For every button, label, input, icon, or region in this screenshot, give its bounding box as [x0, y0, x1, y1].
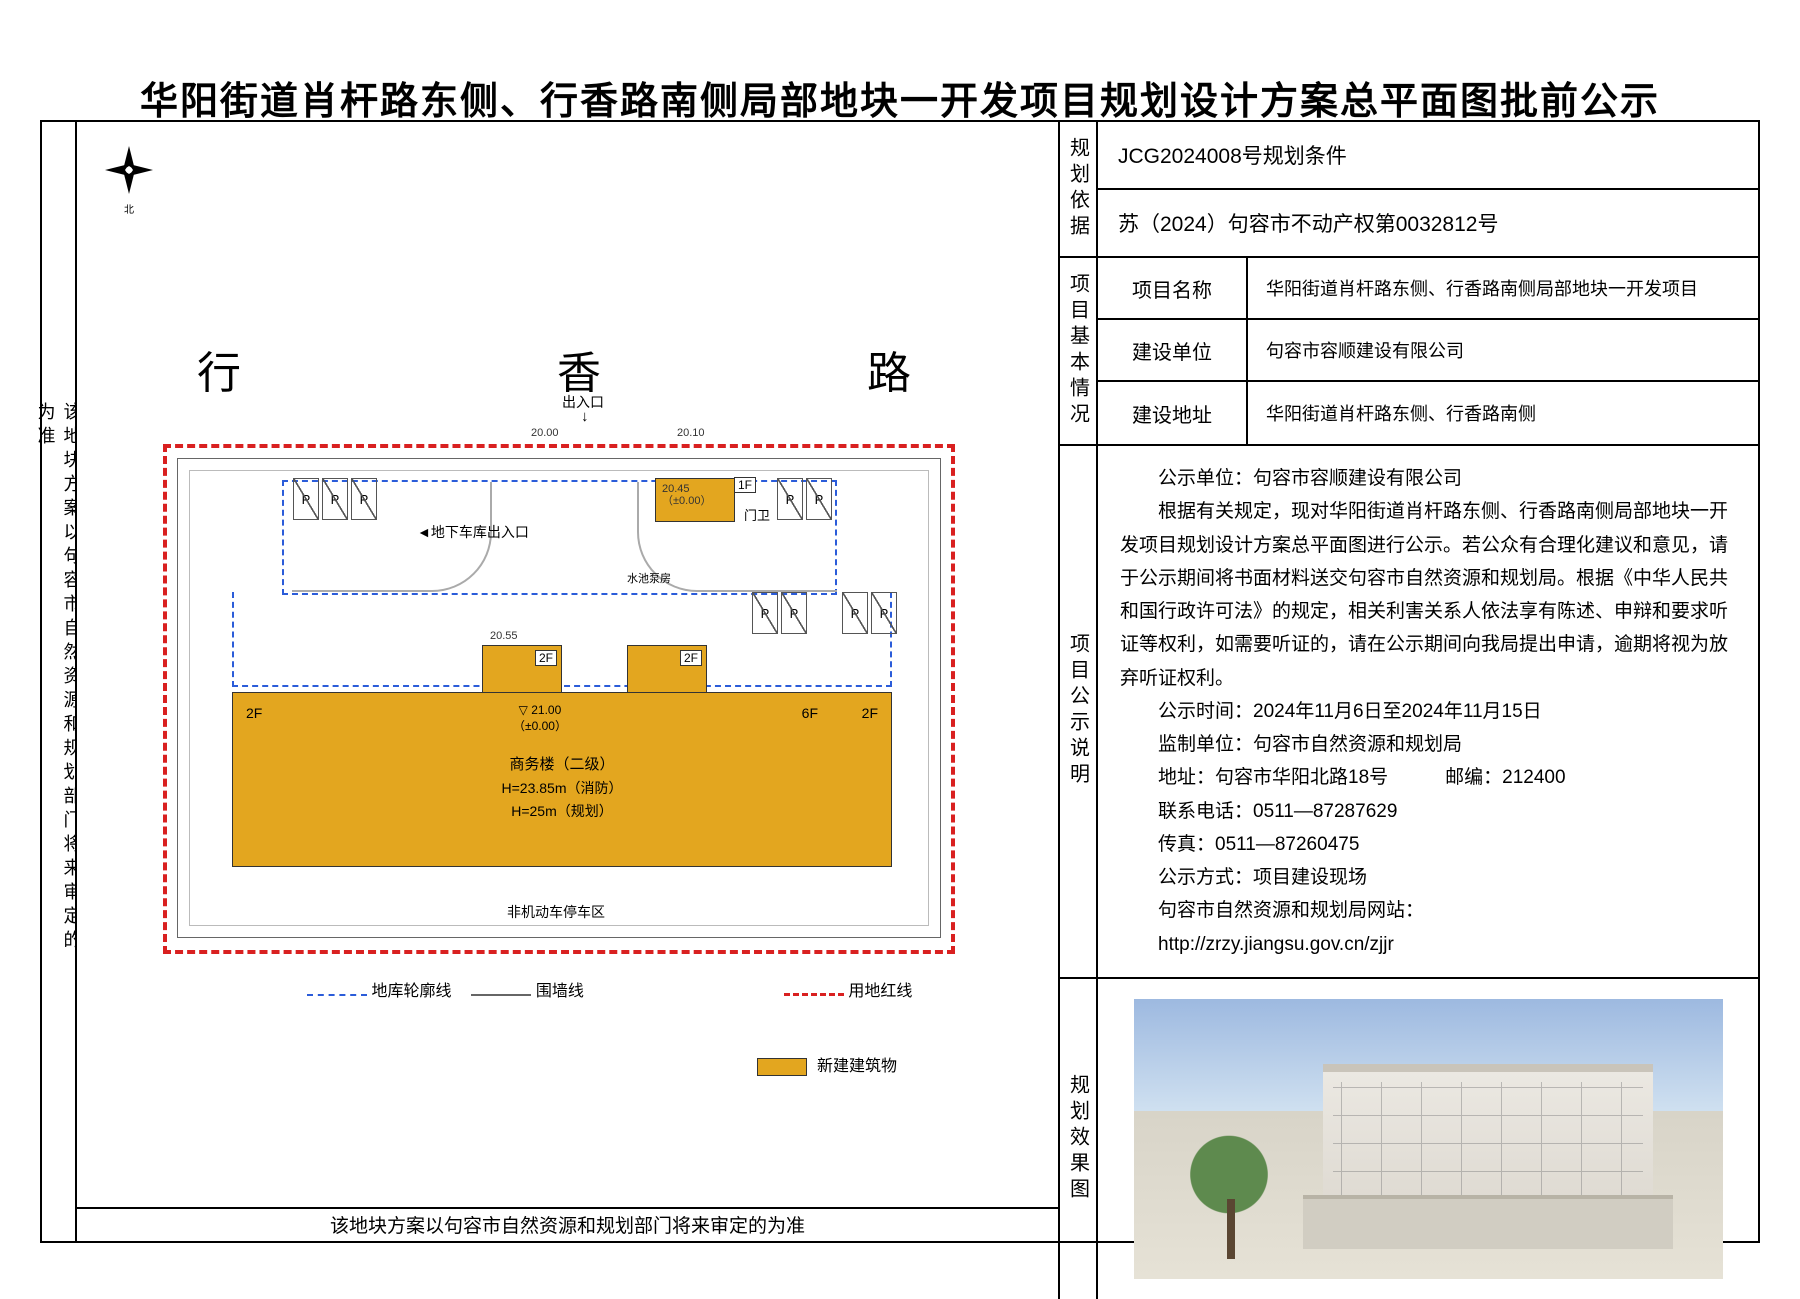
parking-slot: P — [871, 592, 897, 634]
parking-symbol: P — [786, 492, 795, 507]
render-image — [1134, 999, 1723, 1279]
panel-basis: 规划依据 JCG2024008号规划条件 苏（2024）句容市不动产权第0032… — [1058, 122, 1758, 258]
panel-render: 规划效果图 — [1058, 979, 1758, 1299]
floor-tag-2f: 2F — [535, 650, 557, 666]
parking-slot: P — [351, 478, 377, 520]
main-elev: ▽ 21.00 （±0.00） — [513, 703, 567, 734]
parking-slot: P — [781, 592, 807, 634]
parking-slot: P — [322, 478, 348, 520]
main-building-h-plan: H=25m（规划） — [233, 801, 891, 821]
main-building-name: 商务楼（二级） — [233, 753, 891, 774]
compass-icon: 北 — [101, 142, 157, 216]
render-label: 规划效果图 — [1058, 979, 1098, 1299]
tree-icon — [1184, 1129, 1274, 1259]
legend-wall: 围墙线 — [536, 983, 584, 1000]
gatehouse-label: 门卫 — [744, 505, 770, 524]
dim-2: 20.10 — [677, 427, 705, 439]
parking-symbol: P — [790, 606, 799, 621]
parking-symbol: P — [851, 606, 860, 621]
notice-site-label: 句容市自然资源和规划局网站： — [1120, 894, 1736, 927]
gatehouse-building: 1F 20.45 （±0.00） 门卫 — [655, 478, 735, 522]
entrance-arrow-icon: ↓ — [581, 408, 589, 425]
legend-new-building: 新建建筑物 — [817, 1058, 897, 1075]
info-panel: 规划依据 JCG2024008号规划条件 苏（2024）句容市不动产权第0032… — [1058, 122, 1758, 1241]
legend-site: 用地红线 — [848, 983, 912, 1000]
parking-symbol: P — [880, 606, 889, 621]
compass-north-label: 北 — [101, 201, 157, 216]
building-block-front-right: 2F — [627, 645, 707, 695]
info-k-0: 项目名称 — [1098, 258, 1248, 318]
gate-elev: 20.45 （±0.00） — [662, 483, 711, 507]
notice-phone: 联系电话：0511—87287629 — [1120, 795, 1736, 828]
basis-label: 规划依据 — [1058, 122, 1098, 256]
road-char-1: 行 — [197, 337, 241, 401]
parking-slot: P — [752, 592, 778, 634]
parking-slot: P — [293, 478, 319, 520]
parking-slot: P — [842, 592, 868, 634]
info-v-1: 句容市容顺建设有限公司 — [1248, 320, 1758, 380]
main-frame: 该地块方案以句容市自然资源和规划部门将来审定的为准 北 行 香 路 出入口 ↓ … — [40, 120, 1760, 1243]
floor-tag-6f: 6F — [799, 705, 821, 721]
pump-room-label: 水池泵房 — [627, 570, 671, 586]
info-v-2: 华阳街道肖杆路东侧、行香路南侧 — [1248, 382, 1758, 444]
main-building: 2F 6F 2F ▽ 21.00 （±0.00） 商务楼（二级） H=23.85… — [232, 692, 892, 867]
site-plan: 北 行 香 路 出入口 ↓ 20.00 20.10 ◄地下车库出入口 水池泵房 … — [77, 122, 1058, 1241]
notice-time: 公示时间：2024年11月6日至2024年11月15日 — [1120, 695, 1736, 728]
page-title: 华阳街道肖杆路东侧、行香路南侧局部地块一开发项目规划设计方案总平面图批前公示 — [40, 70, 1760, 125]
info-v-0: 华阳街道肖杆路东侧、行香路南侧局部地块一开发项目 — [1248, 258, 1758, 318]
floor-tag-1f: 1F — [734, 477, 756, 493]
notice-fax: 传真：0511—87260475 — [1120, 828, 1736, 861]
parking-symbol: P — [815, 492, 824, 507]
rendered-building — [1323, 1064, 1653, 1249]
parking-symbol: P — [360, 492, 369, 507]
info-k-2: 建设地址 — [1098, 382, 1248, 444]
legend-basement: 地库轮廓线 — [371, 983, 451, 1000]
notice-method: 公示方式：项目建设现场 — [1120, 861, 1736, 894]
legend-swatch-icon — [757, 1058, 807, 1076]
notice-body: 根据有关规定，现对华阳街道肖杆路东侧、行香路南侧局部地块一开发项目规划设计方案总… — [1120, 495, 1736, 695]
bottom-note: 该地块方案以句容市自然资源和规划部门将来审定的为准 — [77, 1207, 1058, 1243]
left-note-strip: 该地块方案以句容市自然资源和规划部门将来审定的为准 — [42, 122, 77, 1241]
nonmotor-parking-label: 非机动车停车区 — [507, 902, 605, 922]
floor-tag-2f-right: 2F — [859, 705, 881, 721]
floor-tag-2f-left: 2F — [243, 705, 265, 721]
dim-3: 20.55 — [490, 630, 518, 642]
parking-symbol: P — [761, 606, 770, 621]
notice-supervise: 监制单位：句容市自然资源和规划局 — [1120, 728, 1736, 761]
notice-address: 地址：句容市华阳北路18号 邮编：212400 — [1120, 761, 1736, 794]
info-label: 项目基本情况 — [1058, 258, 1098, 444]
garage-entrance-label: ◄地下车库出入口 — [417, 522, 529, 542]
notice-header: 公示单位：句容市容顺建设有限公司 — [1120, 462, 1736, 495]
basis-line1: JCG2024008号规划条件 — [1098, 122, 1758, 190]
basis-line2: 苏（2024）句容市不动产权第0032812号 — [1098, 190, 1758, 256]
parking-symbol: P — [331, 492, 340, 507]
panel-info: 项目基本情况 项目名称 华阳街道肖杆路东侧、行香路南侧局部地块一开发项目 建设单… — [1058, 258, 1758, 446]
notice-text: 公示单位：句容市容顺建设有限公司 根据有关规定，现对华阳街道肖杆路东侧、行香路南… — [1098, 446, 1758, 977]
main-building-h-fire: H=23.85m（消防） — [233, 778, 891, 798]
info-k-1: 建设单位 — [1098, 320, 1248, 380]
floor-tag-2f: 2F — [680, 650, 702, 666]
road-char-3: 路 — [867, 337, 911, 401]
notice-label: 项目公示说明 — [1058, 446, 1098, 977]
legend-row-2: 新建建筑物 — [757, 1052, 897, 1076]
parking-slot: P — [777, 478, 803, 520]
parking-slot: P — [806, 478, 832, 520]
legend-row-1: 地库轮廓线 围墙线 用地红线 — [307, 977, 912, 1001]
dim-1: 20.00 — [531, 427, 559, 439]
building-block-front-left: 2F — [482, 645, 562, 695]
notice-site-url: http://zrzy.jiangsu.gov.cn/zjjr — [1120, 928, 1736, 961]
parking-symbol: P — [302, 492, 311, 507]
panel-notice: 项目公示说明 公示单位：句容市容顺建设有限公司 根据有关规定，现对华阳街道肖杆路… — [1058, 446, 1758, 979]
